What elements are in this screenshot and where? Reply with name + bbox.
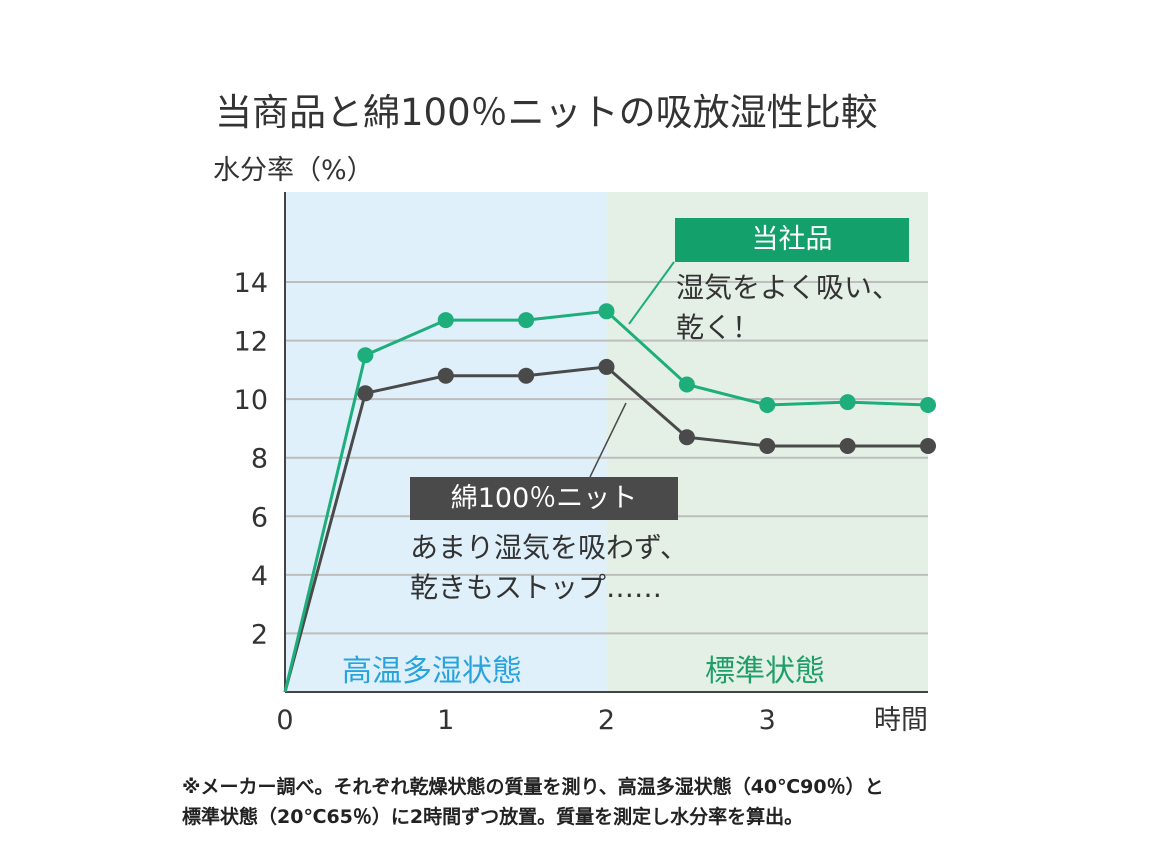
y-tick-label: 12 [234,327,268,358]
annotation-cotton: あまり湿気を吸わず、 乾きもストップ…… [410,528,688,608]
data-point [437,312,454,329]
data-point [839,438,856,454]
data-point [759,438,776,454]
data-point [518,367,535,384]
x-tick-label: 1 [437,705,454,736]
data-point [598,358,615,375]
data-point [437,367,454,384]
region-label-standard: 標準状態 [705,654,825,689]
data-point [920,438,936,454]
leader-line [589,402,627,478]
x-tick-label: 0 [276,705,293,736]
y-tick-label: 2 [251,619,268,650]
y-tick-label: 8 [251,444,268,475]
x-tick-label: 2 [598,705,615,736]
data-point [839,394,856,411]
annotation-line: あまり湿気を吸わず、 [410,531,689,564]
y-tick-label: 10 [234,385,268,416]
y-axis-label: 水分率（%） [213,155,374,186]
y-tick-label: 6 [251,502,268,533]
annotation-line: 乾く！ [676,311,761,344]
data-point [759,397,776,413]
data-point [678,429,695,446]
annotation-line: 湿気をよく吸い、 [676,271,901,304]
annotation-line: 乾きもストップ…… [410,571,663,604]
data-point [518,312,535,329]
leader-line [628,261,675,325]
data-point [920,397,936,413]
data-point [357,385,374,402]
x-tick-label: 3 [759,705,776,736]
data-point [678,376,695,393]
footnote: ※メーカー調べ。それぞれ乾燥状態の質量を測り、高温多湿状態（40℃90％）と 標… [182,772,884,832]
annotation-our-product: 湿気をよく吸い、 乾く！ [676,268,900,348]
footnote-line: 標準状態（20℃65％）に2時間ずつ放置。質量を測定し水分率を算出。 [182,806,804,828]
series-label-our-product: 当社品 [675,218,909,262]
data-point [598,303,615,320]
y-tick-label: 4 [251,561,268,592]
region-label-hot-humid: 高温多湿状態 [342,654,522,689]
footnote-line: ※メーカー調べ。それぞれ乾燥状態の質量を測り、高温多湿状態（40℃90％）と [182,776,884,798]
series-label-cotton: 綿100％ニット [410,477,678,520]
x-axis-label: 時間 [874,705,928,736]
chart-title: 当商品と綿100％ニットの吸放湿性比較 [215,91,878,134]
data-point [357,347,374,364]
y-tick-label: 14 [234,268,268,299]
region-background [285,192,607,692]
